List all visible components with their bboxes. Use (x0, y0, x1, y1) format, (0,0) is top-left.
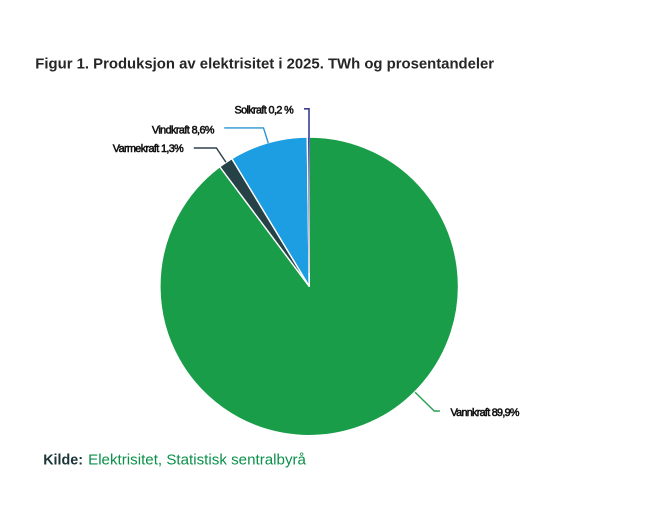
svg-text:Solkraft 0,2 %: Solkraft 0,2 % (235, 104, 295, 116)
svg-text:Figur 1. Produksjon av elektri: Figur 1. Produksjon av elektrisitet i 20… (35, 57, 494, 73)
svg-text:Varmekraft 1,3%: Varmekraft 1,3% (113, 143, 184, 155)
svg-text:Kilde:: Kilde: (43, 452, 83, 468)
svg-text:Elektrisitet, Statistisk sentr: Elektrisitet, Statistisk sentralbyrå (88, 451, 306, 468)
svg-text:Vannkraft 89,9%: Vannkraft 89,9% (451, 407, 520, 419)
svg-text:Vindkraft 8,6%: Vindkraft 8,6% (152, 124, 215, 136)
